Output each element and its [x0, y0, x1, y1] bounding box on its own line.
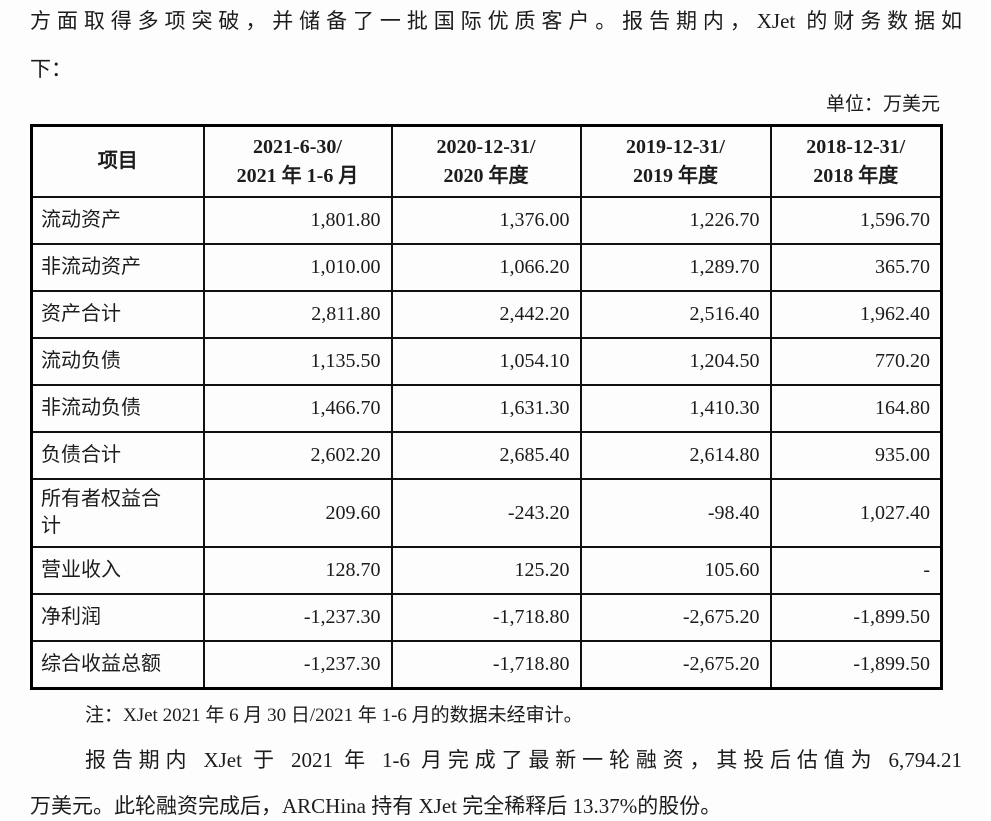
cell-value: 1,962.40	[769, 290, 943, 339]
cell-value: 365.70	[769, 243, 943, 292]
header-period-2020-label: 2020 年度	[443, 164, 529, 187]
cell-value: -1,899.50	[769, 640, 943, 690]
cell-value: 1,466.70	[202, 384, 393, 433]
row-label: 流动负债	[30, 337, 205, 386]
header-period-2021-label: 2021 年 1-6 月	[236, 164, 359, 187]
table-header-row: 项目 2021-6-30/ 2021 年 1-6 月 2020-12-31/ 2…	[30, 124, 943, 198]
cell-value: 125.20	[390, 546, 582, 595]
header-period-2018-label: 2018 年度	[813, 164, 899, 187]
cell-value: 1,135.50	[202, 337, 393, 386]
cell-value: 1,289.70	[579, 243, 772, 292]
table-row: 流动资产 1,801.80 1,376.00 1,226.70 1,596.70	[30, 196, 943, 245]
financial-data-table: 项目 2021-6-30/ 2021 年 1-6 月 2020-12-31/ 2…	[30, 124, 943, 690]
table-row: 净利润 -1,237.30 -1,718.80 -2,675.20 -1,899…	[30, 593, 943, 642]
cell-value: 2,811.80	[202, 290, 393, 339]
cell-value: 1,376.00	[390, 196, 582, 245]
cell-value: -243.20	[390, 478, 582, 548]
header-period-2019-date: 2019-12-31/	[626, 135, 725, 158]
cell-value: 1,204.50	[579, 337, 772, 386]
cell-value: 209.60	[202, 478, 393, 548]
table-row: 非流动资产 1,010.00 1,066.20 1,289.70 365.70	[30, 243, 943, 292]
row-label: 所有者权益合 计	[30, 478, 205, 548]
document-page: 方面取得多项突破，并储备了一批国际优质客户。报告期内，XJet 的财务数据如 下…	[0, 6, 991, 821]
row-label: 负债合计	[30, 431, 205, 480]
cell-value: 2,614.80	[579, 431, 772, 480]
table-row: 流动负债 1,135.50 1,054.10 1,204.50 770.20	[30, 337, 943, 386]
cell-value: 1,631.30	[390, 384, 582, 433]
cell-value: 2,442.20	[390, 290, 582, 339]
cell-value: -1,718.80	[390, 593, 582, 642]
header-period-2018: 2018-12-31/ 2018 年度	[769, 124, 943, 198]
row-label: 净利润	[30, 593, 205, 642]
closing-paragraph-line2: 万美元。此轮融资完成后，ARCHina 持有 XJet 完全稀释后 13.37%…	[30, 794, 722, 818]
cell-value: 2,516.40	[579, 290, 772, 339]
intro-paragraph-line1: 方面取得多项突破，并储备了一批国际优质客户。报告期内，XJet 的财务数据如	[30, 9, 962, 33]
cell-value: 164.80	[769, 384, 943, 433]
cell-value: 1,410.30	[579, 384, 772, 433]
cell-value: 2,602.20	[202, 431, 393, 480]
intro-paragraph-line2: 下：	[30, 57, 72, 81]
cell-value: 1,801.80	[202, 196, 393, 245]
cell-value: 128.70	[202, 546, 393, 595]
header-period-2020: 2020-12-31/ 2020 年度	[390, 124, 582, 198]
cell-value: -1,718.80	[390, 640, 582, 690]
header-period-2021: 2021-6-30/ 2021 年 1-6 月	[202, 124, 393, 198]
header-period-2020-date: 2020-12-31/	[436, 135, 536, 158]
cell-value: 1,596.70	[769, 196, 943, 245]
cell-value: 1,010.00	[202, 243, 393, 292]
cell-value: 1,226.70	[579, 196, 772, 245]
cell-value: 1,066.20	[390, 243, 582, 292]
cell-value: -	[769, 546, 943, 595]
table-row: 综合收益总额 -1,237.30 -1,718.80 -2,675.20 -1,…	[30, 640, 943, 690]
row-label: 非流动资产	[30, 243, 205, 292]
cell-value: -2,675.20	[579, 593, 772, 642]
row-label: 综合收益总额	[30, 640, 205, 690]
table-row: 非流动负债 1,466.70 1,631.30 1,410.30 164.80	[30, 384, 943, 433]
row-label: 营业收入	[30, 546, 205, 595]
cell-value: 105.60	[579, 546, 772, 595]
header-period-2019: 2019-12-31/ 2019 年度	[579, 124, 772, 198]
cell-value: 935.00	[769, 431, 943, 480]
header-item-column: 项目	[30, 124, 205, 198]
cell-value: -98.40	[579, 478, 772, 548]
cell-value: -1,237.30	[202, 640, 393, 690]
row-label: 流动资产	[30, 196, 205, 245]
cell-value: 770.20	[769, 337, 943, 386]
cell-value: 2,685.40	[390, 431, 582, 480]
cell-value: -1,899.50	[769, 593, 943, 642]
header-period-2018-date: 2018-12-31/	[806, 135, 906, 158]
table-row: 所有者权益合 计 209.60 -243.20 -98.40 1,027.40	[30, 478, 943, 548]
row-label: 资产合计	[30, 290, 205, 339]
closing-paragraph-line1: 报告期内 XJet 于 2021 年 1-6 月完成了最新一轮融资，其投后估值为…	[85, 748, 962, 772]
header-period-2021-date: 2021-6-30/	[253, 135, 342, 158]
cell-value: 1,027.40	[769, 478, 943, 548]
table-row: 资产合计 2,811.80 2,442.20 2,516.40 1,962.40	[30, 290, 943, 339]
table-row: 营业收入 128.70 125.20 105.60 -	[30, 546, 943, 595]
table-footnote: 注：XJet 2021 年 6 月 30 日/2021 年 1-6 月的数据未经…	[85, 705, 583, 726]
cell-value: 1,054.10	[390, 337, 582, 386]
cell-value: -1,237.30	[202, 593, 393, 642]
row-label: 非流动负债	[30, 384, 205, 433]
unit-label: 单位：万美元	[825, 94, 940, 115]
table-row: 负债合计 2,602.20 2,685.40 2,614.80 935.00	[30, 431, 943, 480]
header-period-2019-label: 2019 年度	[633, 164, 718, 187]
cell-value: -2,675.20	[579, 640, 772, 690]
